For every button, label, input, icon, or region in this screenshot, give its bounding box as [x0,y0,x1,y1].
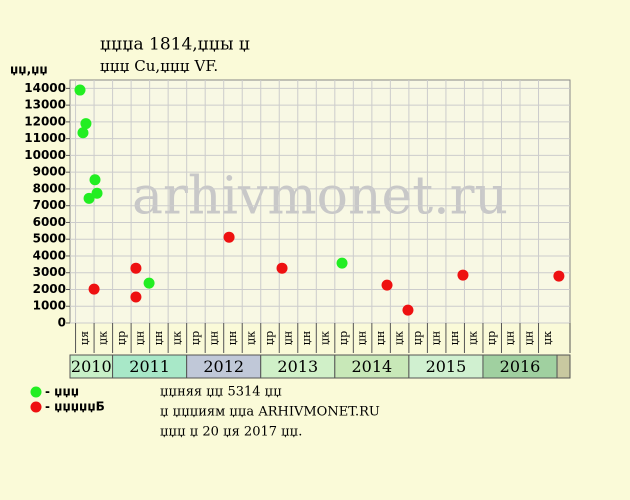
quarter-label: џк [541,331,554,345]
year-label: 2016 [500,357,541,376]
chart-title: џџџа 1814,џџы џ [100,35,250,55]
quarter-label: џк [319,331,332,345]
quarter-label: џк [170,331,183,345]
note: џ џџџиям џџа ARHIVMONET.RU [160,405,380,420]
year-label: 2010 [71,357,112,376]
quarter-label: џн [152,331,165,346]
point [402,304,414,316]
point [143,277,155,289]
watermark: arhivmonet.ru [132,167,508,227]
y-tick-label: 8000 [33,181,66,195]
y-tick-label: 6000 [33,215,66,229]
y-tick-label: 1000 [33,299,66,313]
point [276,262,288,274]
point [336,257,348,269]
point [130,291,142,303]
quarter-label: џн [504,331,517,346]
y-tick-label: 13000 [24,98,66,112]
year-label: 2011 [129,357,170,376]
year-label: 2013 [277,357,318,376]
point [91,187,103,199]
year-label: 2015 [426,357,467,376]
quarter-label: џк [393,331,406,345]
quarter-label: џр [411,331,424,345]
quarter-label: џн [226,331,239,346]
y-tick-label: 0 [58,316,66,330]
quarter-label: џр [263,331,276,345]
note: џџняя џџ 5314 џџ [160,385,282,400]
legend-label: - џџџџџБ [45,400,105,414]
y-tick-label: 14000 [24,81,66,95]
y-tick-label: 10000 [24,148,66,162]
quarter-label: џн [133,331,146,346]
y-tick-label: 11000 [24,131,66,145]
y-tick-label: 5000 [33,232,66,246]
quarter-label: џн [282,331,295,346]
point [80,118,92,130]
quarter-label: џн [448,331,461,346]
y-tick-label: 12000 [24,114,66,128]
quarter-label: џн [430,331,443,346]
quarter-label: џн [522,331,535,346]
point [83,192,95,204]
legend-label: - џџџ [45,385,79,399]
legend-marker [30,386,42,398]
point [457,269,469,281]
point [77,127,89,139]
year-label: 2012 [203,357,244,376]
y-tick-label: 4000 [33,248,66,262]
chart-subtitle: џџџ Cu,џџџ VF. [100,57,218,75]
y-tick-label: 3000 [33,265,66,279]
y-tick-label: 9000 [33,165,66,179]
point [553,270,565,282]
quarter-label: џк [467,331,480,345]
y-tick-label: 2000 [33,282,66,296]
quarter-label: џр [189,331,202,345]
point [89,174,101,186]
legend-marker [30,401,42,413]
quarter-label: џр [485,331,498,345]
point [74,84,86,96]
y-axis-label: џџ,џџ [10,63,48,77]
quarter-label: џн [374,331,387,346]
quarter-label: џн [300,331,313,346]
year-label: 2014 [351,357,392,376]
note: џџџ џ 20 џя 2017 џџ. [160,425,302,440]
point [223,231,235,243]
quarter-label: џр [115,331,128,345]
quarter-label: џн [356,331,369,346]
quarter-label: џк [96,331,109,345]
point [88,283,100,295]
quarter-label: џя [78,331,91,345]
point [130,262,142,274]
quarter-label: џр [337,331,350,345]
y-tick-label: 7000 [33,198,66,212]
point [381,279,393,291]
year-box [556,354,571,379]
quarter-label: џн [207,331,220,346]
quarter-label: џк [244,331,257,345]
